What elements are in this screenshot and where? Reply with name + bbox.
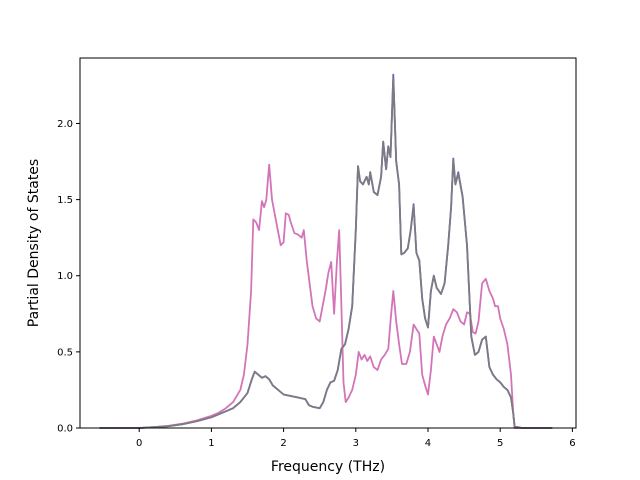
x-axis-ticks: 0 1 2 3 4 5 6 (136, 428, 576, 449)
x-axis-title: Frequency (THz) (271, 459, 385, 475)
x-tick-label: 0 (136, 438, 142, 449)
x-tick-label: 2 (280, 438, 286, 449)
x-tick-label: 3 (353, 438, 359, 449)
series-line-3 (99, 76, 553, 429)
x-tick-label: 6 (569, 438, 575, 449)
series-line-2 (99, 163, 553, 429)
y-tick-label: 1.0 (57, 271, 73, 282)
y-axis-ticks: 0.0 0.5 1.0 1.5 2.0 (57, 119, 80, 435)
plot-frame (79, 57, 577, 429)
x-tick-label: 5 (497, 438, 503, 449)
y-axis-title: Partial Density of States (26, 159, 42, 327)
y-tick-label: 0.5 (57, 347, 73, 358)
y-tick-label: 1.5 (57, 195, 73, 206)
x-tick-label: 4 (425, 438, 431, 449)
y-tick-label: 0.0 (57, 424, 73, 435)
series-layer (99, 73, 553, 429)
x-tick-label: 1 (208, 438, 214, 449)
plot-area (80, 58, 576, 428)
y-tick-label: 2.0 (57, 119, 73, 130)
